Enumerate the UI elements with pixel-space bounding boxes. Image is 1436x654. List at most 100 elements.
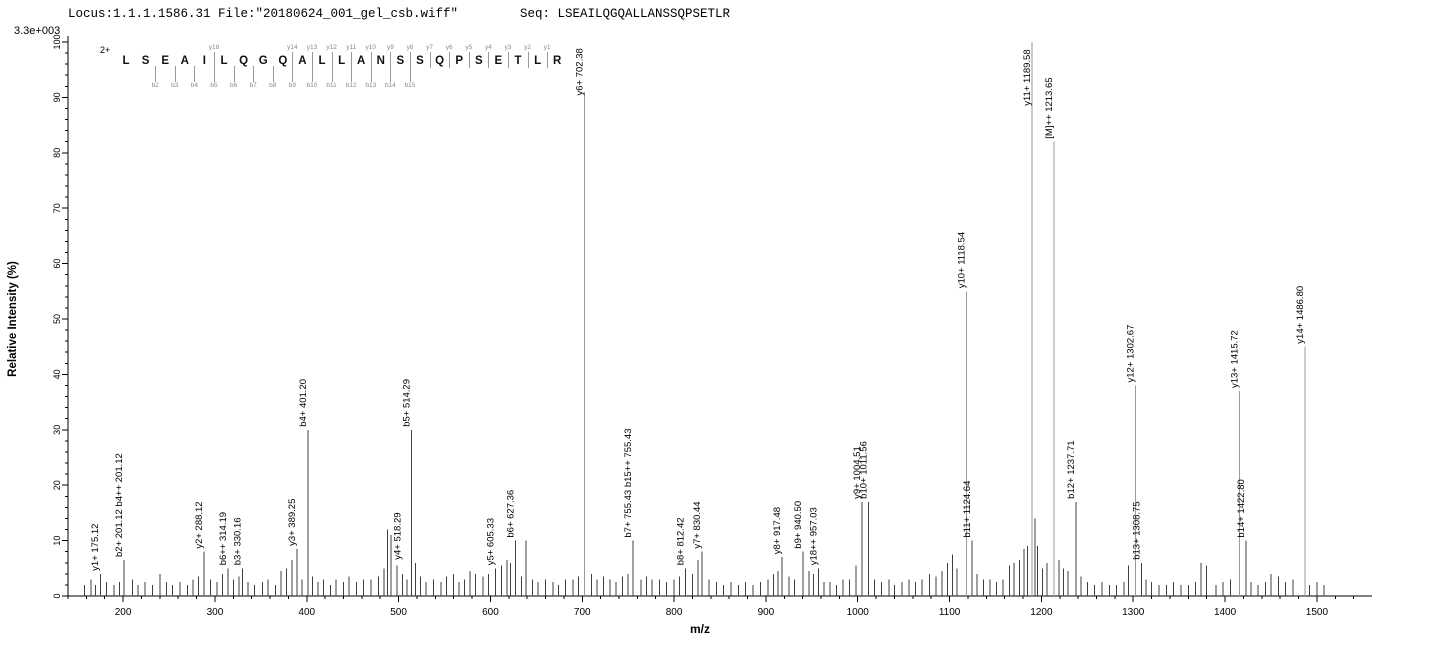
residue: T [514,55,522,67]
y-ion-label: y1 [543,44,551,51]
locus-file-text: Locus:1.1.1.1586.31 File:"20180624_001_g… [68,7,459,21]
peak-label: y5+ 605.33 [485,518,496,565]
residue: S [141,55,150,67]
y-ion-label: y8 [406,44,414,51]
peak-label: b14+ 1422.80 [1236,479,1247,537]
peak-label: b12+ 1237.71 [1066,440,1077,498]
y-ion-label: y12 [326,44,337,51]
x-tick-label: 300 [207,607,224,618]
residue: E [494,55,503,67]
b-ion-label: b3 [171,82,179,89]
b-ion-label: b15 [404,82,416,89]
residue: L [122,55,130,67]
peak-label: [M]++ 1213.65 [1044,77,1055,138]
peak-label: y11+ 1189.58 [1022,49,1033,105]
residue: L [534,55,542,67]
b-ion-mark [194,66,196,82]
y-ion-label: y6 [445,44,453,51]
y-ion-mark [429,52,431,68]
y-ion-mark [390,52,392,68]
b-ion-mark [174,66,176,82]
b-ion-label: b9 [288,82,296,89]
residue: E [161,55,170,67]
residue: L [318,55,326,67]
residue: S [396,55,405,67]
y-ion-mark [508,52,509,68]
peak-label: y18++ 957.03 [808,507,819,565]
y-tick-label: 20 [52,480,62,490]
x-tick-label: 1200 [1030,607,1053,618]
x-axis-title: m/z [690,622,710,636]
x-tick-label: 700 [574,607,591,618]
peak-label: y4+ 518.29 [392,512,403,559]
x-tick-label: 400 [298,607,315,618]
residue: A [180,55,189,67]
b-ion-mark [331,66,333,82]
residue: Q [239,55,249,67]
peak-label: b3+ 330.16 [233,517,244,565]
y-ion-mark [331,52,333,68]
peak-label: b8+ 812.42 [675,517,686,565]
peak-label: y6+ 702.38 [574,48,585,95]
y-tick-label: 50 [52,314,62,324]
y-tick-label: 30 [52,425,62,435]
b-ion-mark [292,66,294,82]
b-ion-label: b5 [210,82,218,89]
residue: N [376,55,385,67]
residue: R [553,55,562,67]
b-ion-label: b6 [229,82,238,89]
y-ion-mark [312,52,313,68]
y-ion-label: y9 [386,44,394,51]
x-tick-label: 500 [390,607,407,618]
peak-label: y13+ 1415.72 [1230,330,1241,388]
peak-label: y9+ 1004.51 [852,446,863,499]
b-ion-mark [351,66,353,82]
peak-label: b2+ 201.12 b4++ 201.12 [114,453,125,557]
b-ion-mark [214,66,215,82]
y-axis-title: Relative Intensity (%) [7,261,19,377]
b-ion-mark [370,66,372,82]
y-ion-label: y4 [484,44,492,51]
y-tick-label: 80 [52,148,62,158]
peak-label: b10+ 1011.56 [858,441,869,499]
residue: A [357,55,366,67]
y-ion-label: y3 [504,44,512,51]
residue: L [220,55,228,67]
peak-label: b6+ 627.36 [506,490,517,538]
base-peak-intensity-label: 3.3e+003 [14,25,61,37]
residue: I [202,55,206,67]
y-tick-label: 60 [52,259,62,269]
b-ion-mark [272,66,274,82]
peak-label: b6++ 314.19 [218,512,229,565]
b-ion-mark [155,66,157,82]
y-ion-label: y5 [465,44,473,51]
b-ion-mark [390,66,392,82]
y-ion-label: y11 [346,44,357,51]
y-ion-label: y18 [208,44,220,51]
x-tick-label: 1300 [1122,607,1145,618]
y-tick-label: 40 [52,369,62,379]
y-ion-label: y14 [287,44,298,51]
x-tick-label: 1100 [939,607,961,618]
y-ion-label: y13 [306,44,318,51]
b-ion-mark [312,66,313,82]
y-tick-label: 10 [52,536,62,546]
peak-label: y7+ 830.44 [692,501,703,548]
b-ion-mark [410,66,411,82]
peak-label: b5+ 514.29 [402,379,413,427]
x-tick-label: 200 [115,607,132,618]
y-ion-mark [214,52,215,68]
b-ion-label: b14 [384,82,396,89]
b-ion-mark [253,66,255,82]
y-ion-label: y7 [426,44,434,51]
peak-label: b11+ 1124.64 [962,481,973,538]
b-ion-label: b2 [151,82,159,89]
peak-label: y10+ 1118.54 [957,232,968,288]
residue: S [474,55,483,67]
residue: P [455,55,464,67]
y-tick-label: 0 [52,593,62,598]
x-tick-label: 1400 [1214,607,1237,618]
y-ion-mark [449,52,451,68]
